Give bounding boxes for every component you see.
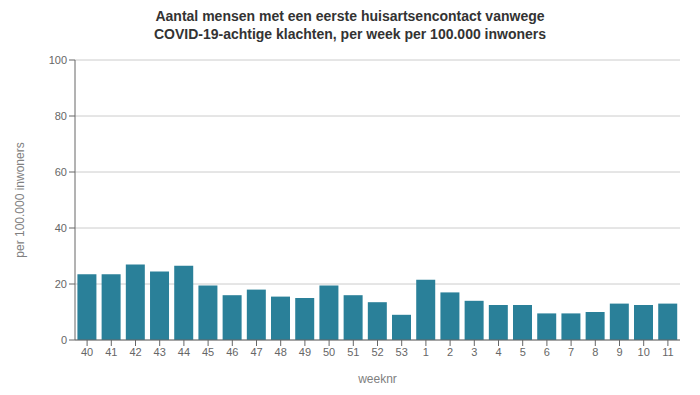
- svg-text:8: 8: [592, 346, 598, 358]
- svg-text:2: 2: [447, 346, 453, 358]
- svg-text:42: 42: [129, 346, 141, 358]
- svg-text:51: 51: [347, 346, 359, 358]
- svg-text:49: 49: [299, 346, 311, 358]
- svg-text:5: 5: [520, 346, 526, 358]
- html-text:COVID-19-achtige klachten, per: COVID-19-achtige klachten, per week per …: [153, 26, 547, 42]
- svg-text:1: 1: [423, 346, 429, 358]
- svg-text:45: 45: [202, 346, 214, 358]
- svg-text:100: 100: [49, 54, 67, 66]
- svg-text:weeknr: weeknr: [357, 372, 397, 386]
- svg-text:9: 9: [616, 346, 622, 358]
- svg-text:48: 48: [275, 346, 287, 358]
- html-text:Aantal mensen met een eerste h: Aantal mensen met een eerste huisartsenc…: [155, 8, 545, 24]
- svg-text:6: 6: [544, 346, 550, 358]
- svg-text:44: 44: [178, 346, 190, 358]
- svg-text:7: 7: [568, 346, 574, 358]
- svg-text:60: 60: [55, 166, 67, 178]
- svg-text:per 100.000 inwoners: per 100.000 inwoners: [13, 142, 27, 257]
- svg-text:0: 0: [61, 334, 67, 346]
- svg-text:47: 47: [250, 346, 262, 358]
- svg-text:11: 11: [662, 346, 673, 358]
- svg-text:10: 10: [638, 346, 650, 358]
- svg-text:3: 3: [471, 346, 477, 358]
- svg-text:4: 4: [495, 346, 501, 358]
- svg-text:43: 43: [154, 346, 166, 358]
- svg-text:40: 40: [81, 346, 93, 358]
- svg-text:46: 46: [226, 346, 238, 358]
- svg-text:50: 50: [323, 346, 335, 358]
- svg-text:40: 40: [55, 222, 67, 234]
- svg-text:41: 41: [105, 346, 117, 358]
- svg-text:53: 53: [396, 346, 408, 358]
- svg-text:80: 80: [55, 110, 67, 122]
- svg-text:20: 20: [55, 278, 67, 290]
- svg-text:52: 52: [371, 346, 383, 358]
